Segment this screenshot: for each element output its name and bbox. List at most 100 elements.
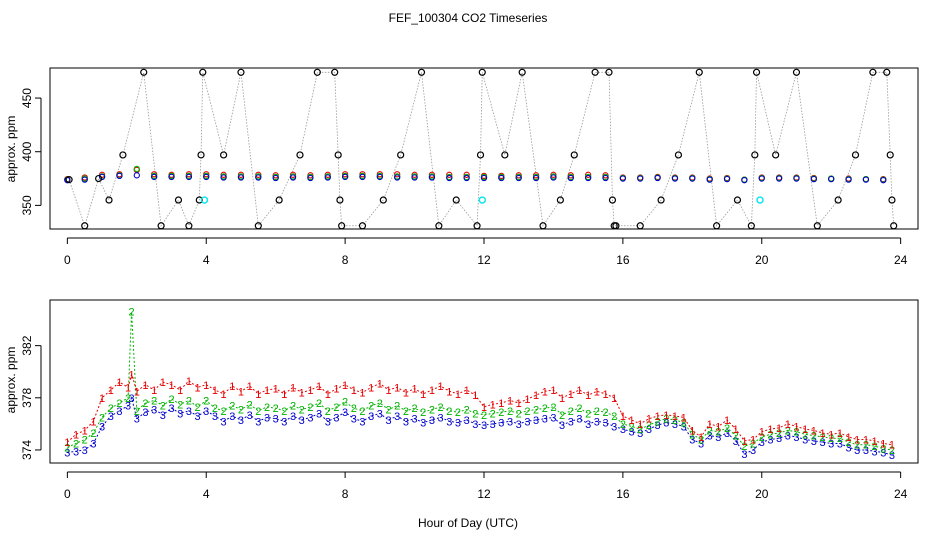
series-1-marker: 1: [672, 411, 678, 423]
series-1-marker: 1: [247, 381, 253, 393]
series-1-marker: 1: [299, 388, 305, 400]
series-3-marker: 3: [498, 418, 504, 430]
series-2-marker: 2: [811, 431, 817, 443]
series-3-marker: 3: [264, 412, 270, 424]
series-3-marker: 3: [889, 450, 895, 462]
series-2-marker: 2: [168, 394, 174, 406]
reference-point: [883, 68, 891, 76]
reference-point: [570, 151, 578, 159]
series-3-marker: 3: [394, 411, 400, 423]
reference-point: [539, 222, 547, 230]
reference-point: [397, 151, 405, 159]
series-3-marker: 3: [116, 406, 122, 418]
reference-connector-line: [68, 71, 895, 228]
series-1-marker: 1: [82, 425, 88, 437]
top-x-tick-label: 16: [616, 253, 630, 267]
series-3-marker: 3: [620, 424, 626, 436]
series-1-marker: 1: [64, 437, 70, 449]
series-3-point: [654, 174, 661, 182]
series-3-markers: [64, 172, 887, 184]
series-3-marker: 3: [229, 411, 235, 423]
series-2-marker: 2: [194, 402, 200, 414]
series-3-marker: 3: [82, 445, 88, 457]
series-1-marker: 1: [568, 389, 574, 401]
series-3-point: [619, 175, 627, 182]
series-2-marker: 2: [134, 406, 140, 418]
series-1-marker: 1: [628, 415, 634, 427]
series-1-marker: 1: [559, 393, 565, 405]
series-3-point: [828, 175, 835, 183]
series-1-marker: 1: [403, 388, 409, 400]
series-3-marker: 3: [802, 435, 808, 447]
series-3-point: [307, 174, 314, 182]
series-2-marker: 2: [299, 405, 305, 417]
series-3-point: [446, 174, 453, 182]
series-3-marker: 3: [880, 448, 886, 460]
series-3-marker: 3: [238, 415, 244, 427]
series-2-marker: 2: [854, 440, 860, 452]
series-3-marker: 3: [811, 436, 817, 448]
series-3-marker: 3: [602, 418, 608, 430]
series-1-point: [585, 171, 592, 178]
series-2-marker: 2: [837, 433, 843, 445]
series-3-marker: 3: [576, 414, 582, 426]
series-3-point: [463, 174, 470, 182]
series-2-marker: 2: [73, 438, 79, 450]
top-x-tick-label: 0: [64, 253, 71, 267]
reference-point: [612, 222, 620, 230]
series-3-point: [376, 173, 383, 181]
reference-point: [435, 222, 443, 230]
series-2-marker: 2: [186, 395, 192, 407]
reference-point: [733, 196, 742, 204]
series-3-point: [81, 176, 88, 183]
series-1-marker: 1: [73, 429, 79, 441]
reference-point: [185, 222, 193, 230]
series-1-marker: 1: [793, 421, 799, 433]
series-3-marker: 3: [273, 414, 279, 426]
series-3-marker: 3: [550, 412, 556, 424]
series-1-marker: 1: [594, 386, 600, 398]
reference-markers: [65, 68, 898, 230]
series-3-marker: 3: [168, 403, 174, 415]
series-1-marker: 1: [385, 385, 391, 397]
bottom-y-tick-label: 374: [20, 440, 34, 460]
series-3-marker: 3: [212, 411, 218, 423]
bottom-x-tick-label: 24: [894, 487, 908, 501]
series-3-point: [324, 174, 331, 181]
reference-point: [334, 151, 342, 159]
series-3-marker: 3: [194, 411, 200, 423]
series-2-marker: 2: [290, 401, 296, 413]
top-x-tick-label: 20: [755, 253, 769, 267]
series-1-marker: 1: [394, 382, 400, 394]
series-2-marker: 2: [116, 398, 122, 410]
reference-point: [338, 222, 346, 230]
series-2-marker: 2: [880, 444, 886, 456]
series-3-marker: 3: [611, 421, 617, 433]
series-3-marker: 3: [99, 421, 105, 433]
series-2-marker: 2: [741, 441, 747, 453]
reference-point: [195, 196, 203, 204]
series-3-marker: 3: [368, 411, 374, 423]
series-3-marker: 3: [490, 419, 496, 431]
reference-point: [556, 196, 564, 204]
series-3-marker: 3: [872, 446, 878, 458]
series-2-marker: 2: [498, 407, 504, 419]
series-2-marker: 2: [611, 411, 617, 423]
flagged-point: [478, 196, 486, 204]
bottom-x-tick-label: 8: [342, 487, 349, 501]
series-1-marker: 1: [221, 389, 227, 401]
series-2-marker: 2: [446, 406, 452, 418]
series-2-marker: 2: [125, 393, 131, 405]
reference-point: [452, 196, 460, 204]
series-3-marker: 3: [750, 445, 756, 457]
series-3-marker: 3: [568, 416, 574, 428]
series-1-marker: 1: [655, 411, 661, 423]
bottom-x-tick-label: 4: [203, 487, 210, 501]
series-2-marker: 2: [568, 406, 574, 418]
series-3-marker: 3: [351, 414, 357, 426]
series-3-marker: 3: [429, 415, 435, 427]
series-2-marker: 2: [99, 412, 105, 424]
bottom-x-tick-label: 0: [64, 487, 71, 501]
series-2-marker: 2: [377, 398, 383, 410]
